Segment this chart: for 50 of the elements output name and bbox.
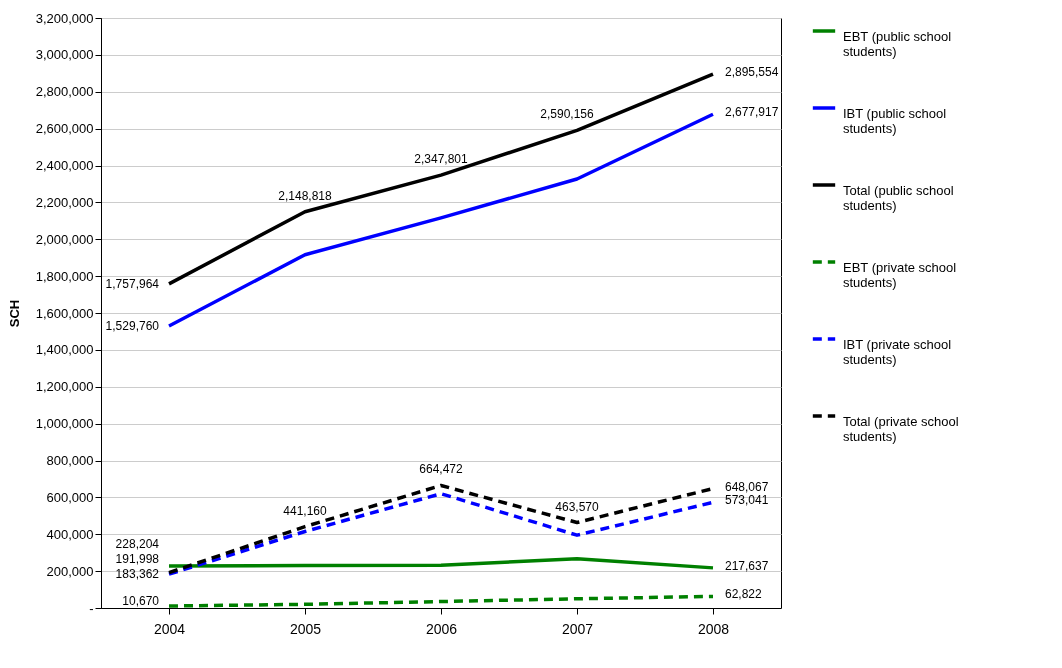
data-label: 2,677,917: [725, 105, 779, 120]
y-tick-label: 1,800,000: [35, 268, 94, 284]
legend-label: Total (public school students): [843, 183, 954, 213]
legend-label: EBT (private school students): [843, 260, 957, 290]
legend-label: Total (private school students): [843, 414, 959, 444]
y-tick-label: 200,000: [46, 563, 94, 579]
y-axis-title: SCH: [6, 299, 22, 328]
y-tick-label: 2,800,000: [35, 84, 94, 100]
x-tick-label: 2004: [153, 620, 186, 637]
legend-label: IBT (private school students): [843, 337, 952, 367]
x-tick-label: 2007: [561, 620, 594, 637]
data-label: 10,670: [122, 594, 160, 608]
data-label: 62,822: [725, 587, 763, 602]
y-tick-label: 2,600,000: [35, 121, 94, 137]
line-series: [167, 557, 715, 570]
data-label: 217,637: [725, 558, 769, 573]
y-tick-label: 1,400,000: [35, 342, 94, 358]
data-label: 664,472: [419, 462, 464, 477]
line-series: [167, 594, 715, 608]
data-label: 1,757,964: [105, 276, 160, 291]
x-tick-label: 2006: [425, 620, 458, 637]
data-label: 463,570: [555, 499, 600, 514]
data-label: 2,895,554: [725, 65, 779, 80]
data-label: 1,529,760: [105, 318, 160, 333]
data-label: 2,347,801: [414, 152, 469, 167]
y-tick-label: 800,000: [46, 453, 94, 468]
y-tick-label: -: [89, 600, 94, 616]
y-tick-label: 1,200,000: [35, 379, 94, 395]
data-label: 648,067: [725, 479, 769, 494]
y-tick-label: 3,200,000: [35, 10, 94, 26]
data-label: 441,160: [283, 503, 328, 518]
data-label: 573,041: [725, 493, 769, 508]
legend-label: EBT (public school students): [843, 29, 952, 59]
y-tick-label: 1,600,000: [35, 305, 94, 321]
y-tick-label: 400,000: [46, 526, 94, 542]
y-tick-label: 600,000: [46, 489, 94, 505]
y-tick-label: 2,000,000: [35, 231, 94, 247]
data-label: 228,204: [115, 537, 160, 552]
line-series: [167, 72, 715, 286]
y-tick-label: 2,200,000: [35, 194, 94, 210]
data-label: 191,998: [115, 552, 160, 567]
y-tick-label: 1,000,000: [35, 416, 94, 432]
legend-label: IBT (public school students): [843, 106, 947, 136]
data-label: 2,590,156: [540, 107, 595, 122]
y-tick-label: 2,400,000: [35, 158, 94, 173]
y-tick-label: 3,000,000: [35, 47, 94, 63]
data-label: 183,362: [115, 567, 160, 582]
data-label: 2,148,818: [278, 188, 333, 203]
x-tick-label: 2008: [697, 620, 730, 637]
x-tick-label: 2005: [289, 620, 322, 637]
